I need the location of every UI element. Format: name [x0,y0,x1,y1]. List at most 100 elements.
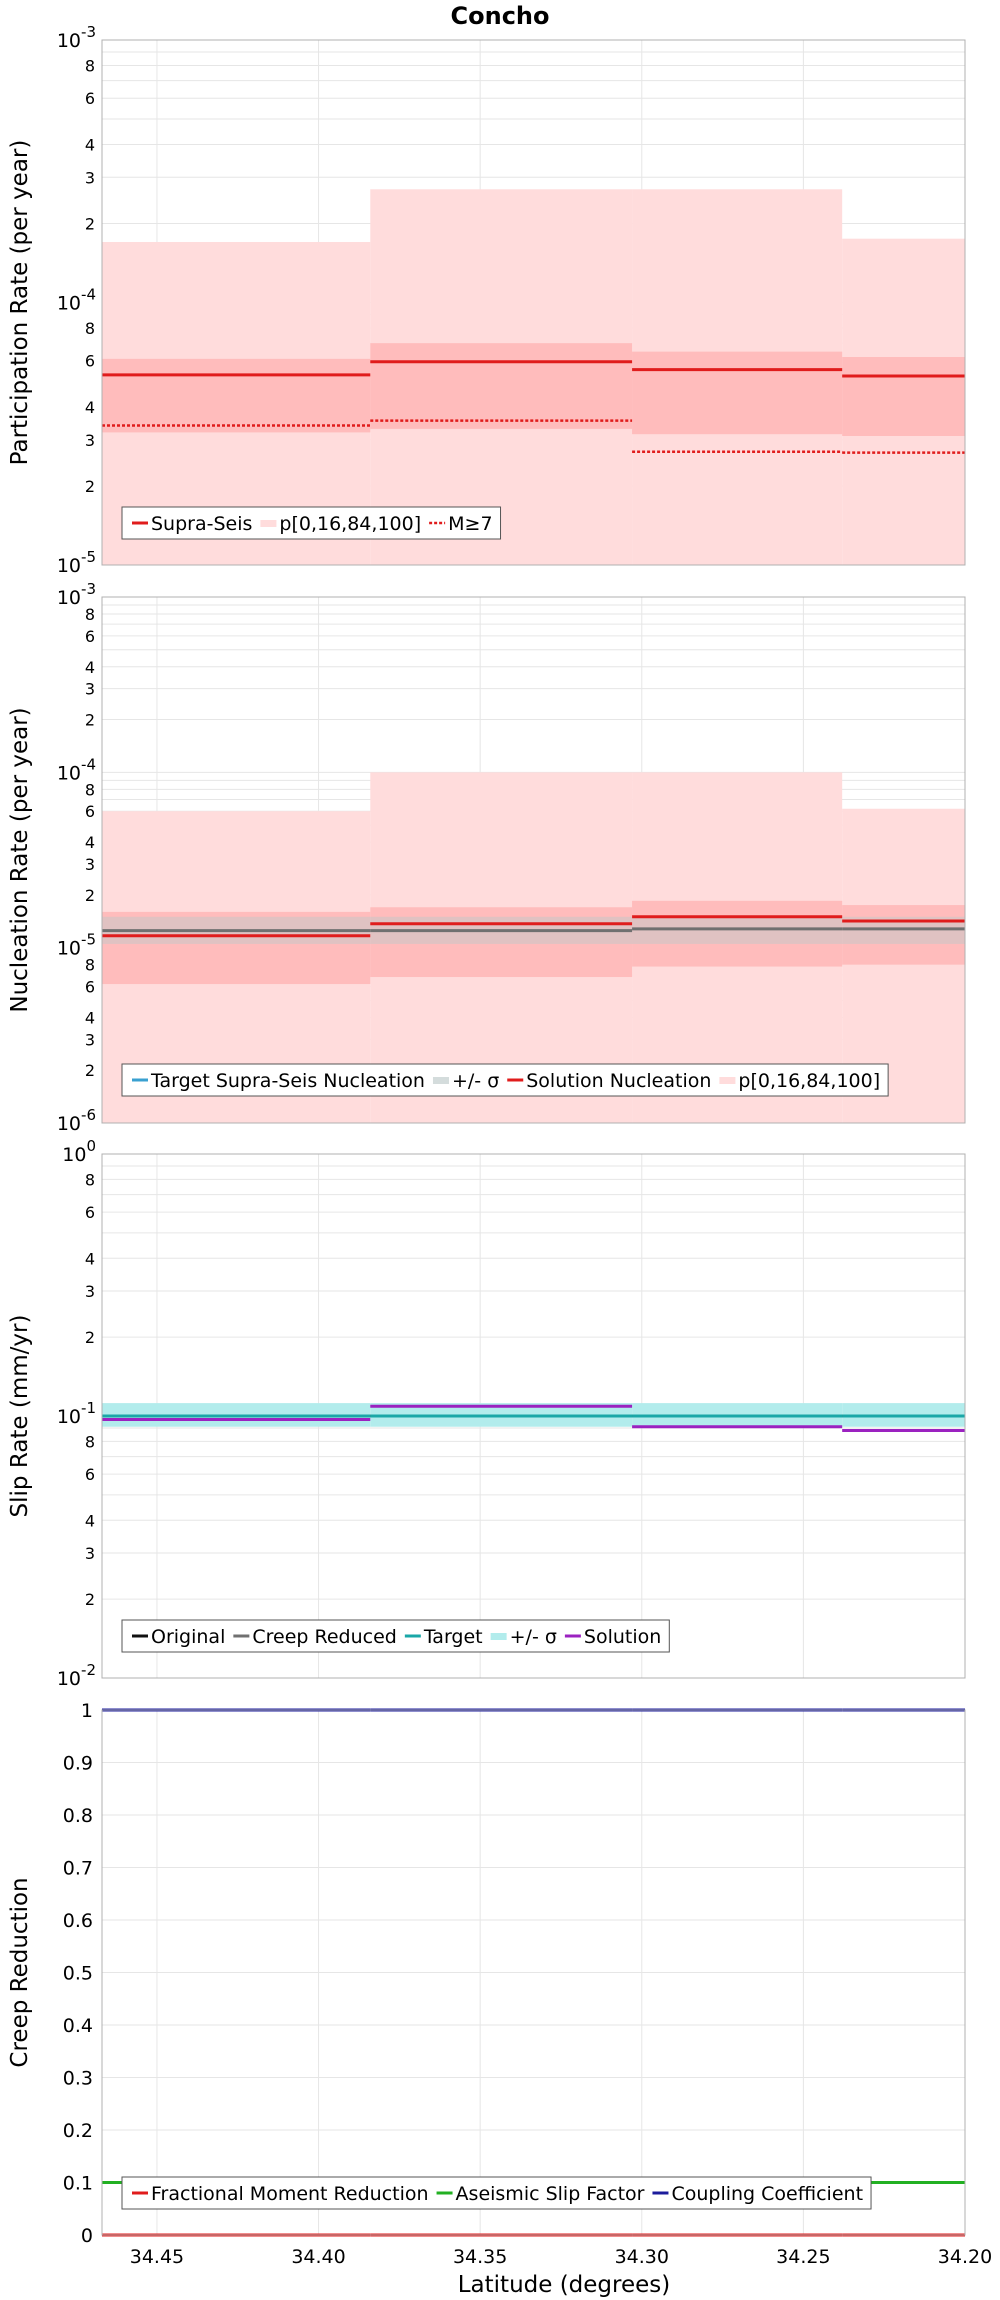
figure-title: Concho [451,2,550,30]
legend-entry-label: Solution Nucleation [526,1070,711,1092]
y-tick-label: 100 [62,1137,96,1166]
legend-entry-label: +/- σ [452,1070,499,1092]
y-tick-label: 4 [85,833,95,852]
legend-entry-label: Aseismic Slip Factor [456,2183,645,2205]
legend: Fractional Moment Reduction Aseismic Slip… [121,2176,872,2210]
legend: Target Supra-Seis Nucleation +/- σ Solutio… [121,1063,889,1097]
y-tick-label: 2 [85,477,95,496]
y-tick-label: 3 [85,431,95,450]
band-inner-segment [370,343,633,429]
y-tick-label: 8 [85,1432,95,1451]
legend-entry-label: Target Supra-Seis Nucleation [150,1070,425,1092]
y-tick-label: 0.2 [63,2120,93,2142]
y-tick-label: 10-3 [57,580,96,609]
y-tick-label: 2 [85,886,95,905]
legend: Supra-Seis p[0,16,84,100] M≥7 [121,506,502,540]
legend-entry-label: p[0,16,84,100] [279,513,421,535]
y-tick-label: 10-5 [57,931,96,960]
y-tick-label: 10-5 [57,548,96,577]
legend-entry-label: Solution [584,1626,661,1648]
legend-entry-label: Fractional Moment Reduction [151,2183,429,2205]
y-tick-label: 8 [85,56,95,75]
band-inner-segment [102,358,371,433]
y-axis-label: Creep Reduction [7,1877,33,2067]
y-axis-label: Slip Rate (mm/yr) [7,1315,33,1518]
legend-swatch [432,1077,449,1084]
panel-participation: 10-5 10-4 10-3 2 3 4 6 8 2 3 4 6 8 Participation Rate… [7,23,966,577]
legend-entry-label: M≥7 [448,513,492,535]
y-tick-label: 0.3 [63,2068,93,2090]
y-axis-label: Nucleation Rate (per year) [7,707,33,1012]
y-tick-label: 6 [85,352,95,371]
x-tick-label: 34.20 [938,2246,992,2268]
plot-frame [101,1153,966,1679]
y-tick-label: 6 [85,89,95,108]
y-tick-label: 3 [85,855,95,874]
x-tick-label: 34.30 [615,2246,669,2268]
y-tick-label: 10-2 [57,1661,96,1690]
legend-entry-label: p[0,16,84,100] [738,1070,880,1092]
y-tick-label: 10-4 [57,286,96,315]
y-tick-label: 8 [85,1170,95,1189]
y-tick-label: 3 [85,1030,95,1049]
legend-entry-label: +/- σ [510,1626,557,1648]
legend-entry-label: Creep Reduced [252,1626,396,1648]
y-tick-label: 0.8 [63,1805,93,1827]
legend-box [121,2176,872,2210]
legend-box [121,506,502,540]
legend-swatch [490,1633,507,1640]
y-tick-label: 6 [85,627,95,646]
y-tick-label: 4 [85,1008,95,1027]
y-tick-label: 4 [85,398,95,417]
y-tick-label: 0.5 [63,1963,93,1985]
legend-swatch [719,1077,736,1084]
y-tick-label: 0.1 [63,2173,93,2195]
y-tick-label: 0.7 [63,1858,93,1880]
y-tick-label: 8 [85,956,95,975]
y-tick-label: 8 [85,605,95,624]
y-tick-label: 4 [85,135,95,154]
legend-box [121,1063,889,1097]
chart-panels: 10-5 10-4 10-3 2 3 4 6 8 2 3 4 6 8 Participation Rate… [7,23,992,2268]
y-tick-label: 6 [85,978,95,997]
y-tick-label: 6 [85,1465,95,1484]
y-tick-label: 0.9 [63,1753,93,1775]
legend-entry-label: Target [423,1626,483,1648]
x-tick-label: 34.45 [130,2246,184,2268]
y-tick-label: 0.4 [63,2015,93,2037]
legend: Original Creep Reduced Target +/- σ Solution [121,1619,670,1653]
y-tick-label: 10-4 [57,755,96,784]
y-tick-label: 4 [85,1511,95,1530]
x-tick-label: 34.35 [453,2246,507,2268]
y-tick-label: 8 [85,780,95,799]
x-axis-label: Latitude (degrees) [458,2272,671,2298]
y-tick-label: 3 [85,1544,95,1563]
legend-entry-label: Original [151,1626,225,1648]
y-axis-label: Participation Rate (per year) [7,140,33,466]
y-tick-label: 0.6 [63,1910,93,1932]
y-tick-label: 3 [85,680,95,699]
plot-frame [101,39,966,566]
y-tick-label: 2 [85,1061,95,1080]
x-tick-label: 34.25 [776,2246,830,2268]
plot-frame [101,596,966,1124]
y-tick-label: 4 [85,1249,95,1268]
legend-swatch [260,520,277,527]
plot-frame [101,1709,966,2236]
y-tick-label: 1 [81,1700,93,1722]
y-tick-label: 8 [85,319,95,338]
y-tick-label: 10-1 [57,1399,96,1428]
legend-entry-label: Coupling Coefficient [671,2183,863,2205]
y-tick-label: 6 [85,802,95,821]
y-tick-label: 0 [81,2225,93,2247]
y-tick-label: 10-6 [57,1106,96,1135]
y-tick-label: 3 [85,1282,95,1301]
y-tick-label: 2 [85,711,95,730]
y-tick-label: 2 [85,214,95,233]
y-tick-label: 2 [85,1328,95,1347]
band-inner-segment [632,351,843,435]
y-tick-label: 3 [85,168,95,187]
panel-slip: 10-2 10-1 100 2 3 4 6 8 2 3 4 6 8 Slip Rate (mm/yr) Or… [7,1137,966,1690]
y-tick-label: 2 [85,1590,95,1609]
